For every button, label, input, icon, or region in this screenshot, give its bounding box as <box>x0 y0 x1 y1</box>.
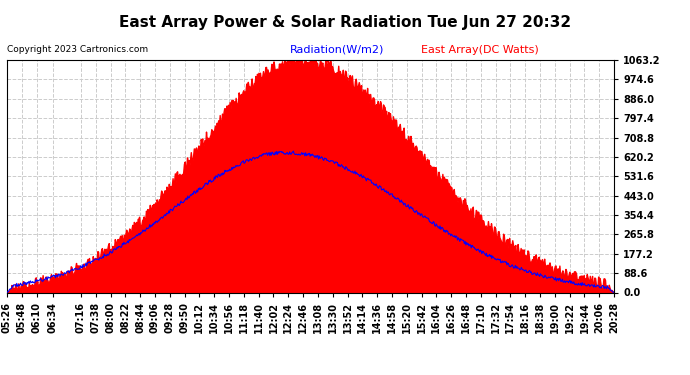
Text: East Array Power & Solar Radiation Tue Jun 27 20:32: East Array Power & Solar Radiation Tue J… <box>119 15 571 30</box>
Text: Copyright 2023 Cartronics.com: Copyright 2023 Cartronics.com <box>7 45 148 54</box>
Text: East Array(DC Watts): East Array(DC Watts) <box>421 45 539 55</box>
Text: Radiation(W/m2): Radiation(W/m2) <box>290 45 384 55</box>
